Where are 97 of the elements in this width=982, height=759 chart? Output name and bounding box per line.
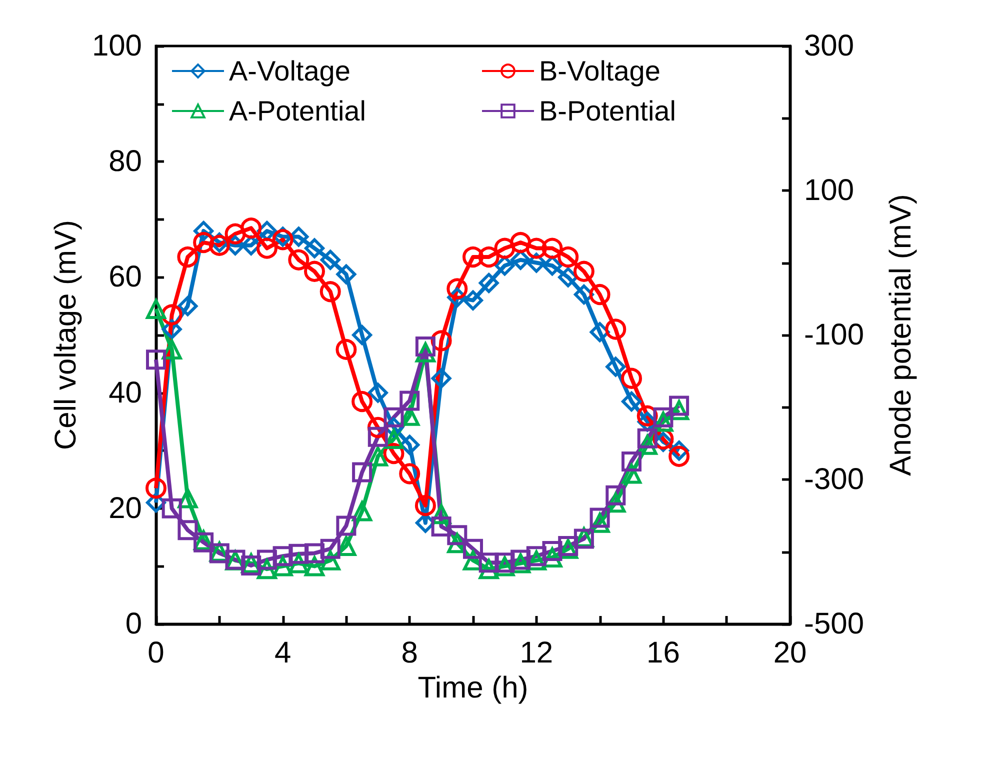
- point: [478, 552, 499, 573]
- point: [431, 516, 452, 536]
- y-tick-label: 60: [108, 260, 142, 294]
- x-tick-label: 16: [646, 636, 680, 670]
- legend-label: A-Potential: [229, 96, 366, 126]
- point: [320, 281, 341, 302]
- point: [446, 278, 468, 300]
- point: [224, 223, 246, 244]
- point: [431, 368, 452, 388]
- point: [320, 538, 340, 559]
- point: [447, 525, 468, 546]
- y2-tick-label: -500: [804, 608, 864, 640]
- point: [336, 264, 356, 284]
- point: [668, 446, 690, 467]
- point: [542, 541, 562, 562]
- point: [478, 246, 500, 268]
- point: [542, 256, 562, 276]
- point: [336, 516, 356, 536]
- y2-axis-title: Anode potential (mV): [884, 194, 918, 476]
- point: [368, 446, 388, 466]
- legend-label: A-Voltage: [229, 56, 350, 86]
- point: [304, 543, 324, 564]
- point: [622, 451, 642, 472]
- point: [463, 290, 483, 310]
- x-axis-title: Time (h): [418, 671, 528, 704]
- point: [256, 550, 277, 570]
- point: [272, 546, 293, 566]
- point: [653, 407, 674, 428]
- y-axis-title: Cell voltage (mV): [50, 220, 83, 450]
- point: [178, 296, 198, 316]
- y2-tick-label: -100: [804, 318, 864, 352]
- point: [288, 544, 309, 564]
- point: [510, 232, 532, 254]
- y-tick-label: 100: [92, 30, 142, 62]
- y2-tick-label: 300: [804, 30, 854, 62]
- point: [622, 391, 642, 412]
- point: [606, 485, 626, 506]
- point: [240, 218, 262, 239]
- point: [526, 238, 547, 259]
- point: [558, 246, 579, 268]
- point: [478, 272, 499, 293]
- point: [415, 336, 436, 357]
- point: [399, 463, 420, 484]
- point: [288, 249, 310, 270]
- point: [384, 407, 404, 428]
- point: [288, 553, 309, 574]
- point: [494, 238, 516, 259]
- point: [368, 382, 388, 403]
- point: [494, 552, 515, 573]
- point: [162, 498, 182, 518]
- point: [352, 390, 373, 412]
- point: [605, 318, 626, 340]
- y2-tick-label: -300: [804, 463, 864, 496]
- x-tick-label: 4: [274, 636, 292, 670]
- point: [352, 462, 372, 482]
- point: [494, 256, 515, 276]
- point: [621, 368, 642, 389]
- y-tick-label: 40: [108, 376, 142, 410]
- y-tick-label: 80: [108, 145, 142, 178]
- point: [558, 267, 578, 288]
- point: [146, 350, 166, 370]
- point: [573, 260, 594, 282]
- x-tick-label: 0: [148, 636, 164, 670]
- point: [669, 396, 690, 416]
- point: [272, 229, 294, 250]
- point: [352, 325, 372, 345]
- point: [178, 520, 198, 540]
- y-tick-label: 20: [108, 492, 142, 525]
- point: [589, 284, 610, 306]
- point: [590, 508, 610, 528]
- point: [526, 546, 546, 566]
- point: [177, 246, 198, 268]
- point: [414, 495, 436, 516]
- point: [336, 338, 357, 360]
- point: [304, 260, 325, 282]
- point: [510, 550, 531, 570]
- point: [146, 298, 166, 319]
- point: [463, 538, 483, 559]
- point: [368, 426, 388, 447]
- legend-label: B-Potential: [539, 96, 676, 126]
- x-tick-label: 8: [401, 636, 418, 670]
- point: [304, 238, 324, 258]
- point: [542, 238, 563, 259]
- x-tick-label: 20: [773, 636, 807, 670]
- x-tick-label: 12: [520, 636, 554, 670]
- point: [637, 428, 658, 448]
- point: [384, 429, 404, 450]
- y2-tick-label: 100: [804, 174, 854, 207]
- point: [320, 250, 340, 270]
- legend-label: B-Voltage: [539, 56, 660, 86]
- y-tick-label: 0: [125, 608, 142, 640]
- point: [400, 390, 420, 411]
- point: [462, 246, 484, 268]
- point: [193, 232, 214, 254]
- point: [606, 356, 626, 377]
- point: [146, 478, 166, 499]
- point: [256, 238, 278, 259]
